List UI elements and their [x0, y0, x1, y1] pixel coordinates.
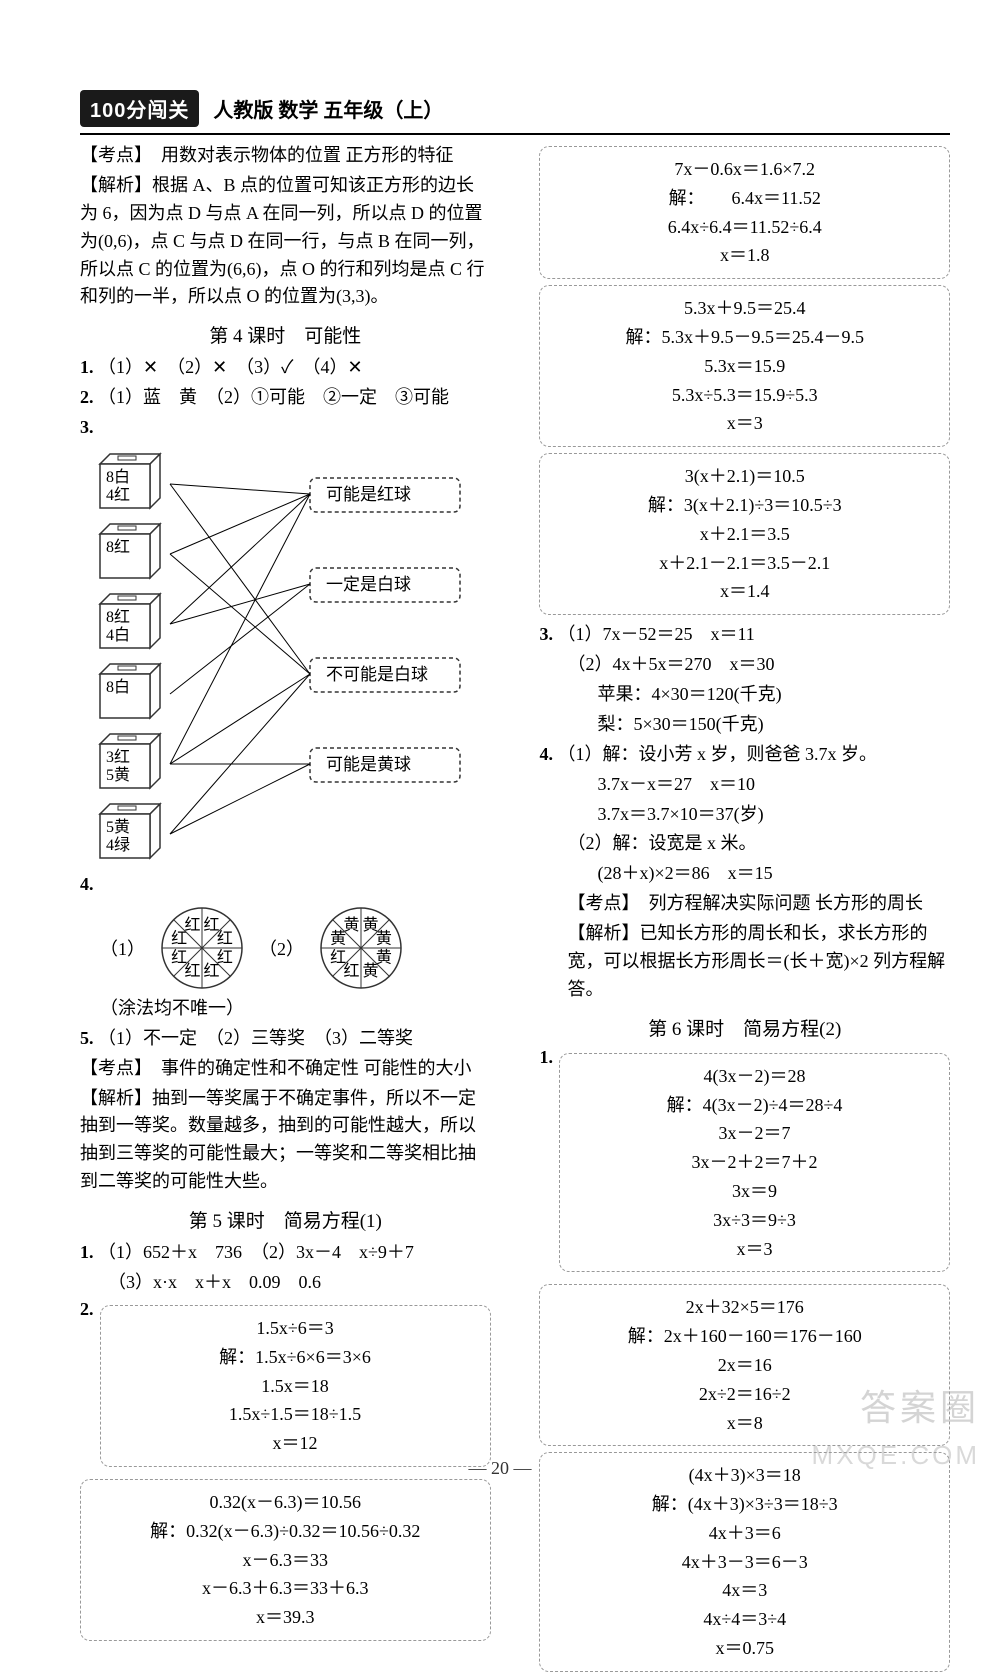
svg-text:5黄: 5黄: [106, 766, 130, 784]
svg-text:4绿: 4绿: [106, 836, 130, 854]
r-q3b3: 梨：5×30＝150(千克): [597, 711, 950, 739]
s5-q2-num: 2.: [80, 1299, 94, 1320]
kaodian-1: 【考点】 用数对表示物体的位置 正方形的特征: [80, 142, 491, 170]
s5-q1a-text: （1）652＋x 736 （2）3x－4 x÷9＋7: [98, 1242, 414, 1262]
left-column: 【考点】 用数对表示物体的位置 正方形的特征 【解析】根据 A、B 点的位置可知…: [80, 140, 491, 1451]
svg-text:4白: 4白: [106, 626, 130, 644]
r-q3b1: （2）4x＋5x＝270 x＝30: [567, 651, 950, 679]
r-q4a3: 3.7x＝3.7×10＝37(岁): [597, 801, 950, 829]
q4-note: （涂法均不唯一）: [100, 995, 491, 1023]
svg-text:可能是红球: 可能是红球: [326, 485, 411, 504]
svg-text:红: 红: [185, 916, 201, 934]
q3-heading: 3.: [80, 414, 491, 442]
eqbox-right-1: 7x－0.6x＝1.6×7.2解： 6.4x＝11.526.4x÷6.4＝11.…: [539, 146, 950, 279]
svg-text:红: 红: [217, 929, 233, 947]
q2: 2. （1）蓝 黄 （2）①可能 ②一定 ③可能: [80, 384, 491, 412]
r-q4a2: 3.7x－x＝27 x＝10: [597, 771, 950, 799]
eqbox-right-6: (4x＋3)×3＝18解：(4x＋3)×3÷3＝18÷34x＋3＝64x＋3－3…: [539, 1452, 950, 1672]
s6-q1-num: 1.: [539, 1047, 553, 1068]
watermark-1: 答案圈: [860, 1379, 980, 1431]
q1-text: （1）✕ （2）✕ （3）✓ （4）✕: [98, 357, 363, 377]
svg-text:红: 红: [203, 962, 219, 980]
r-q4b2: (28＋x)×2＝86 x＝15: [597, 860, 950, 888]
r-q4jx: 【解析】已知长方形的周长和长，求长方形的宽，可以根据长方形周长＝(长＋宽)×2 …: [567, 920, 950, 1004]
page-header: 100分闯关 人教版 数学 五年级（上）: [80, 90, 950, 135]
r-q4a1-text: （1）解：设小芳 x 岁，则爸爸 3.7x 岁。: [557, 744, 877, 764]
r-q3a: 3. （1）7x－52＝25 x＝11: [539, 621, 950, 649]
svg-text:黄: 黄: [344, 916, 360, 934]
r-q3a-text: （1）7x－52＝25 x＝11: [557, 624, 754, 644]
right-column: 7x－0.6x＝1.6×7.2解： 6.4x＝11.526.4x÷6.4＝11.…: [539, 140, 950, 1451]
q5-text: （1）不一定 （2）三等奖 （3）二等奖: [98, 1028, 413, 1048]
wheel-1: 红红红红红红红红: [157, 903, 247, 993]
wheel-2-label: （2）: [259, 935, 304, 961]
column-separator: [515, 140, 516, 1451]
section-6-title: 第 6 课时 简易方程(2): [539, 1014, 950, 1041]
eqbox-left-2: 0.32(x－6.3)＝10.56解：0.32(x－6.3)÷0.32＝10.5…: [80, 1479, 491, 1641]
section-4-title: 第 4 课时 可能性: [80, 321, 491, 348]
svg-text:一定是白球: 一定是白球: [326, 575, 411, 594]
svg-text:红: 红: [330, 948, 346, 966]
svg-text:8红: 8红: [106, 608, 130, 626]
q5-jiexi: 【解析】抽到一等奖属于不确定事件，所以不一定抽到一等奖。数量越多，抽到的可能性越…: [80, 1085, 491, 1197]
header-title: 人教版 数学 五年级（上）: [213, 94, 443, 123]
svg-text:黄: 黄: [362, 962, 378, 980]
eqbox-left-1: 1.5x÷6＝3解：1.5x÷6×6＝3×61.5x＝181.5x÷1.5＝18…: [100, 1305, 491, 1467]
svg-text:4红: 4红: [106, 486, 130, 504]
r-q4b1: （2）解：设宽是 x 米。: [567, 830, 950, 858]
s5-q1a: 1. （1）652＋x 736 （2）3x－4 x÷9＋7: [80, 1239, 491, 1267]
watermark-2: MXQE.COM: [812, 1440, 980, 1471]
svg-text:3红: 3红: [106, 748, 130, 766]
r-q4a1: 4. （1）解：设小芳 x 岁，则爸爸 3.7x 岁。: [539, 741, 950, 769]
jiexi-1: 【解析】根据 A、B 点的位置可知该正方形的边长为 6，因为点 D 与点 A 在…: [80, 172, 491, 311]
q4-heading: 4.: [80, 871, 491, 899]
wheel-2: 黄黄黄黄红红黄黄: [316, 903, 406, 993]
svg-text:8红: 8红: [106, 538, 130, 556]
q2-text: （1）蓝 黄 （2）①可能 ②一定 ③可能: [98, 387, 449, 407]
svg-text:8白: 8白: [106, 468, 130, 486]
content-columns: 【考点】 用数对表示物体的位置 正方形的特征 【解析】根据 A、B 点的位置可知…: [80, 140, 950, 1451]
matching-diagram: 8白4红8红8红4白8白3红5黄5黄4绿 可能是红球一定是白球不可能是白球可能是…: [80, 444, 480, 864]
q5-kaodian: 【考点】 事件的确定性和不确定性 可能性的大小: [80, 1055, 491, 1083]
wheel-1-label: （1）: [100, 935, 145, 961]
svg-text:可能是黄球: 可能是黄球: [326, 755, 411, 774]
section-5-title: 第 5 课时 简易方程(1): [80, 1206, 491, 1233]
eqbox-right-3: 3(x＋2.1)＝10.5解：3(x＋2.1)÷3＝10.5÷3x＋2.1＝3.…: [539, 453, 950, 615]
svg-text:红: 红: [171, 948, 187, 966]
svg-text:不可能是白球: 不可能是白球: [326, 665, 428, 684]
r-q3b2: 苹果：4×30＝120(千克): [597, 681, 950, 709]
q5: 5. （1）不一定 （2）三等奖 （3）二等奖: [80, 1025, 491, 1053]
wheel-row: （1） 红红红红红红红红 （2） 黄黄黄黄红红黄黄: [100, 903, 491, 993]
svg-text:8白: 8白: [106, 678, 130, 696]
s5-q1b: （3）x·x x＋x 0.09 0.6: [108, 1269, 491, 1297]
eqbox-right-4: 4(3x－2)＝28解：4(3x－2)÷4＝28÷43x－2＝73x－2＋2＝7…: [559, 1053, 950, 1273]
logo-badge: 100分闯关: [80, 90, 199, 127]
q1: 1. （1）✕ （2）✕ （3）✓ （4）✕: [80, 354, 491, 382]
eqbox-right-2: 5.3x＋9.5＝25.4解：5.3x＋9.5－9.5＝25.4－9.55.3x…: [539, 285, 950, 447]
svg-text:5黄: 5黄: [106, 818, 130, 836]
r-q4kd: 【考点】 列方程解决实际问题 长方形的周长: [567, 890, 950, 918]
svg-text:黄: 黄: [376, 929, 392, 947]
